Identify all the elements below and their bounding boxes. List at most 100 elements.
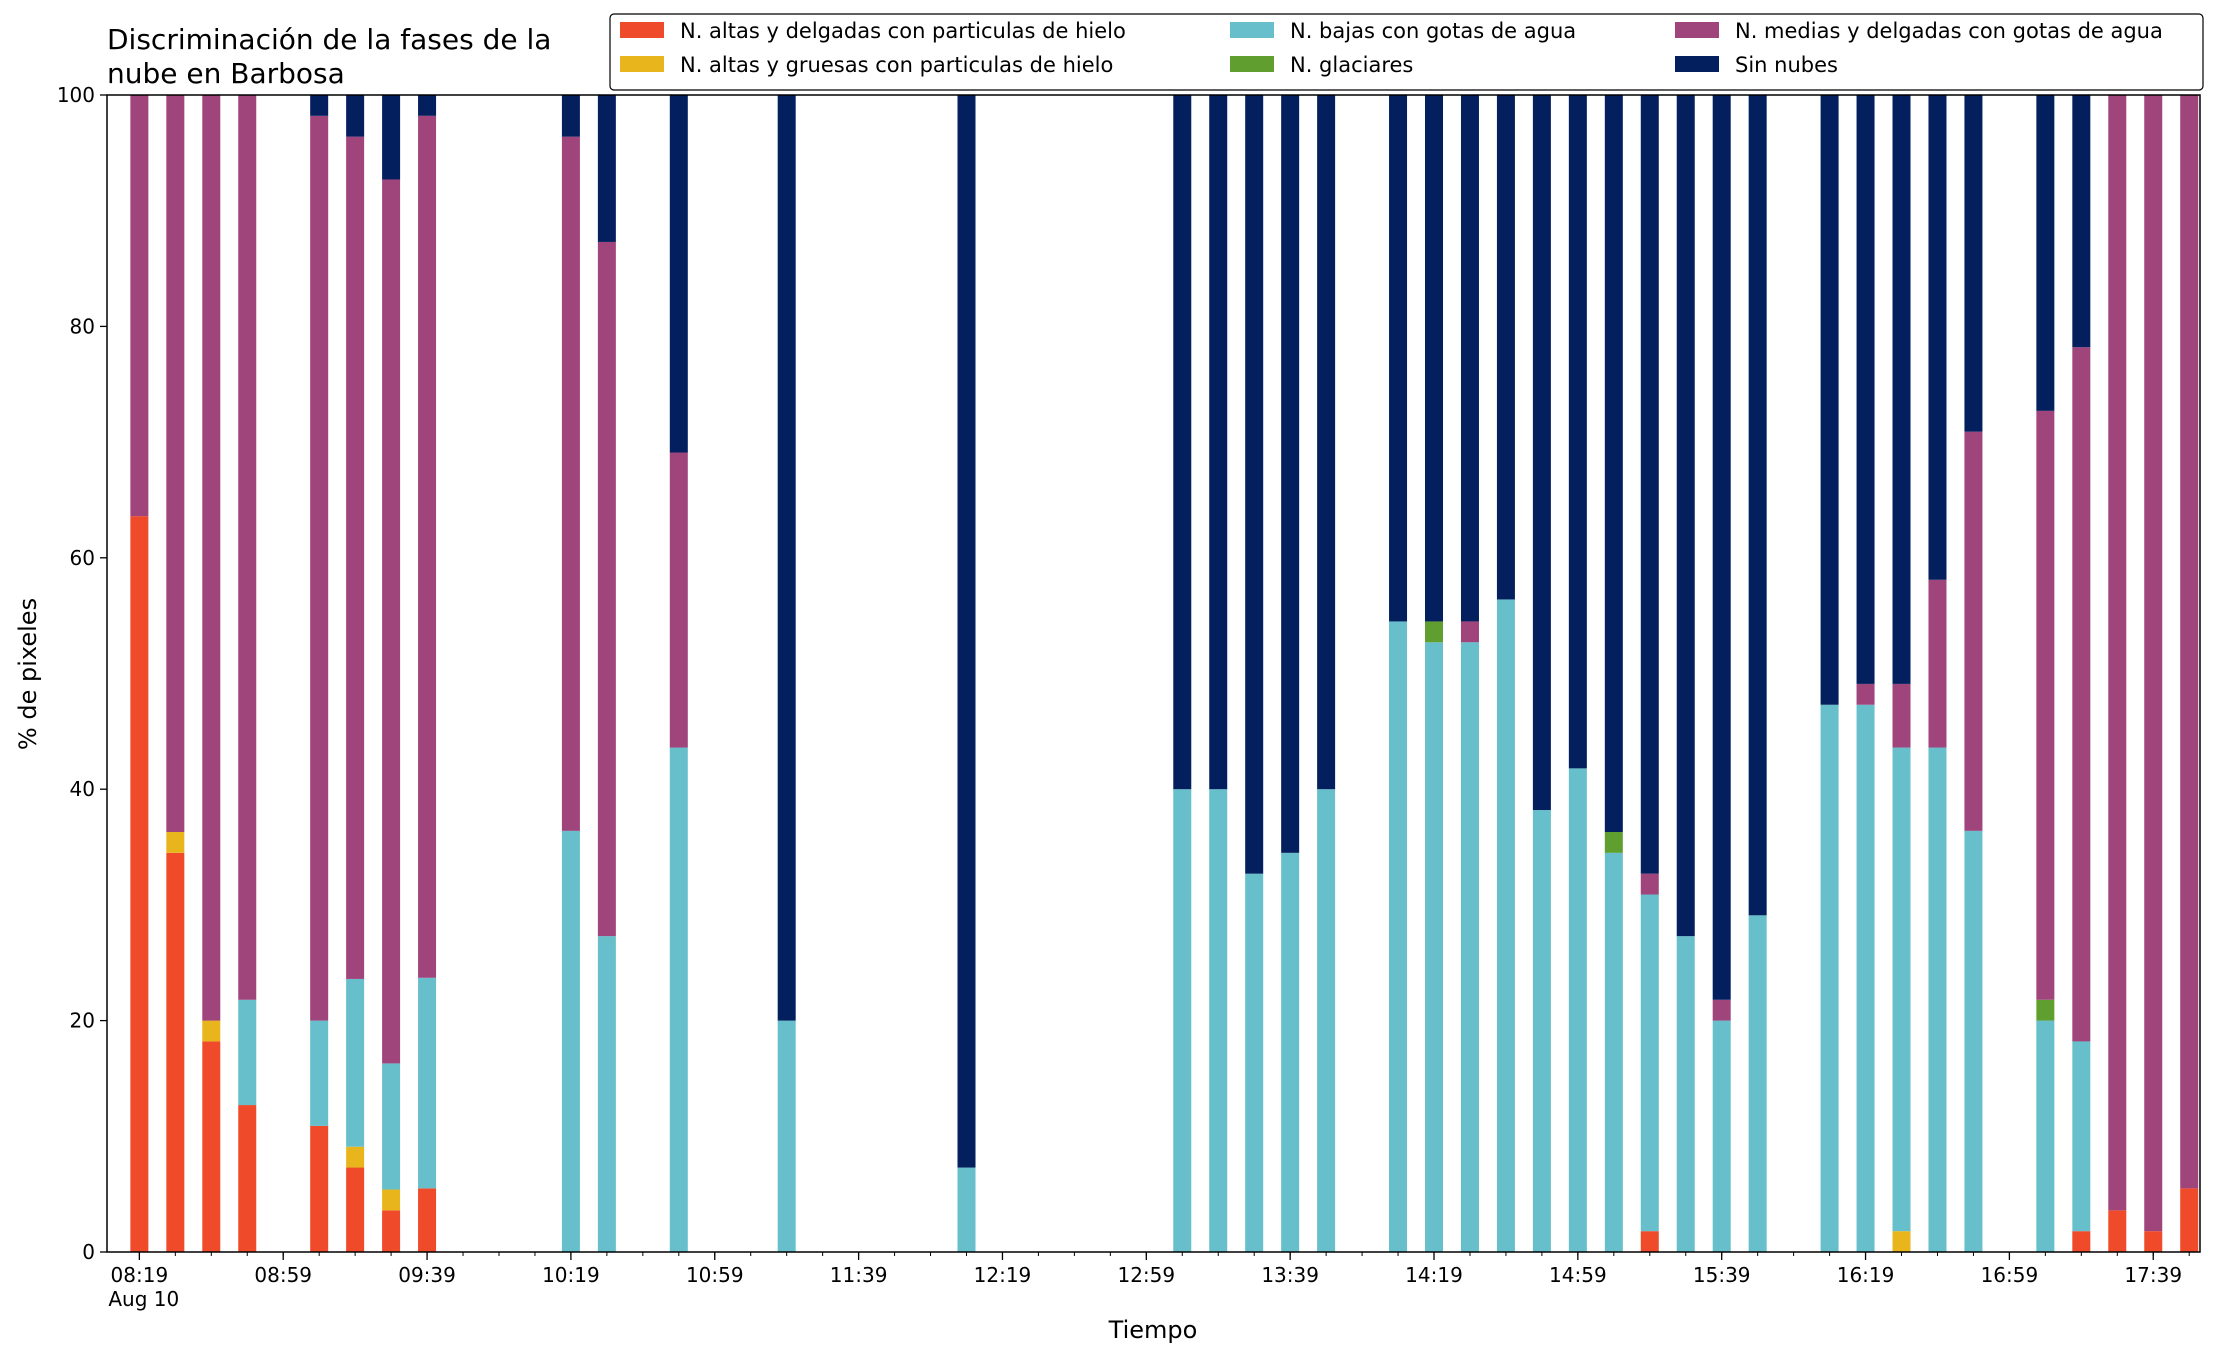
x-tick-label: 09:39	[398, 1263, 456, 1287]
bar-segment-clear	[2036, 95, 2055, 411]
x-tick-label: 15:39	[1693, 1263, 1751, 1287]
bar-segment-water_mid	[597, 241, 616, 937]
bar-segment-clear	[2072, 95, 2091, 348]
bar-segment-ice_thin	[238, 1105, 257, 1252]
x-tick-sublabel: Aug 10	[108, 1287, 179, 1311]
y-tick-label: 100	[57, 83, 95, 107]
bar-segment-water_mid	[561, 136, 580, 831]
legend-label-glacier: N. glaciares	[1290, 53, 1413, 77]
bar-segment-water_low	[1892, 747, 1911, 1232]
bar-segment-water_low	[1820, 704, 1839, 1252]
y-axis-label: % de pixeles	[14, 598, 42, 750]
bar-segment-clear	[1425, 95, 1444, 622]
bar-segment-water_low	[1856, 704, 1875, 1252]
bar-segment-ice_thin	[310, 1125, 329, 1252]
bar-segment-clear	[1389, 95, 1408, 622]
bar-segment-water_low	[1748, 915, 1767, 1252]
bar-segment-water_low	[1532, 810, 1551, 1252]
bar-segment-water_mid	[1928, 579, 1947, 748]
bar-segment-clear	[310, 95, 329, 116]
x-tick-label: 10:59	[686, 1263, 744, 1287]
bar-segment-clear	[1245, 95, 1264, 874]
bar-segment-ice_thin	[346, 1167, 365, 1252]
bar-segment-clear	[1856, 95, 1875, 684]
bar-segment-clear	[346, 95, 365, 137]
bar-segment-water_mid	[2108, 95, 2127, 1211]
bar-segment-ice_thin	[166, 852, 185, 1252]
bar-segment-water_low	[669, 747, 688, 1252]
bar-segment-water_low	[382, 1063, 401, 1190]
x-axis-label: Tiempo	[1108, 1316, 1198, 1344]
bar-segment-clear	[1928, 95, 1947, 580]
x-tick-label: 14:59	[1549, 1263, 1607, 1287]
bar-segment-water_low	[1928, 747, 1947, 1252]
bar-segment-water_mid	[2072, 347, 2091, 1042]
bar-segment-ice_thin	[1640, 1231, 1659, 1252]
bar-segment-ice_thin	[382, 1210, 401, 1252]
bar-segment-clear	[669, 95, 688, 453]
bar-segment-ice_thick	[1892, 1231, 1911, 1252]
legend-swatch-ice_thin	[620, 22, 664, 38]
bar-segment-ice_thin	[2108, 1210, 2127, 1252]
x-tick-label: 12:59	[1117, 1263, 1175, 1287]
bar-segment-water_low	[957, 1167, 976, 1252]
bar-segment-water_low	[418, 977, 437, 1189]
bar-segment-water_low	[1389, 621, 1408, 1252]
bar-segment-clear	[1604, 95, 1623, 833]
bar-segment-water_low	[1173, 789, 1192, 1252]
legend-swatch-ice_thick	[620, 56, 664, 72]
bar-segment-water_low	[1317, 789, 1336, 1252]
bar-segment-water_low	[2072, 1041, 2091, 1232]
x-tick-label: 16:19	[1837, 1263, 1895, 1287]
bar-segment-water_low	[2036, 1020, 2055, 1252]
bar-segment-water_low	[1281, 852, 1300, 1252]
bar-segment-clear	[1748, 95, 1767, 916]
bar-segment-water_low	[1425, 642, 1444, 1252]
bar-segment-water_mid	[418, 115, 437, 978]
bar-segment-clear	[561, 95, 580, 137]
bar-segment-clear	[1568, 95, 1587, 769]
legend-box	[609, 13, 2204, 91]
bar-segment-water_low	[1496, 599, 1515, 1252]
bar-segment-water_low	[1568, 768, 1587, 1252]
bar-segment-water_mid	[130, 95, 149, 517]
bar-segment-water_mid	[382, 179, 401, 1064]
bar-segment-water_mid	[1892, 683, 1911, 748]
bar-segment-ice_thick	[346, 1146, 365, 1168]
y-tick-label: 80	[70, 314, 95, 338]
bar-segment-clear	[1820, 95, 1839, 705]
legend-label-clear: Sin nubes	[1735, 53, 1838, 77]
bar-segment-water_low	[777, 1020, 796, 1252]
bar-segment-clear	[1676, 95, 1695, 937]
bar-segment-water_low	[597, 936, 616, 1252]
bar-segment-water_mid	[1964, 431, 1983, 831]
chart-title-line-2: nube en Barbosa	[107, 57, 345, 90]
bar-segment-ice_thick	[382, 1189, 401, 1211]
bar-segment-ice_thin	[202, 1041, 221, 1252]
x-tick-label: 10:19	[542, 1263, 600, 1287]
bar-segment-clear	[382, 95, 401, 180]
bar-segment-water_mid	[2180, 95, 2199, 1189]
bar-segment-glacier	[1604, 832, 1623, 853]
bar-segment-glacier	[2036, 999, 2055, 1021]
bar-segment-water_mid	[166, 95, 185, 833]
bar-segment-clear	[1532, 95, 1551, 811]
bar-segment-clear	[1964, 95, 1983, 432]
bar-segment-water_low	[1245, 873, 1264, 1252]
bar-segment-clear	[1460, 95, 1479, 622]
bar-segment-water_mid	[2144, 95, 2163, 1232]
bar-segment-water_low	[561, 830, 580, 1252]
legend-label-ice_thin: N. altas y delgadas con particulas de hi…	[680, 19, 1126, 43]
chart-legend: N. altas y delgadas con particulas de hi…	[609, 13, 2204, 91]
bar-segment-water_mid	[202, 95, 221, 1021]
bar-segment-clear	[1892, 95, 1911, 684]
legend-label-water_low: N. bajas con gotas de agua	[1290, 19, 1576, 43]
x-tick-label: 13:39	[1261, 1263, 1319, 1287]
bar-segment-clear	[957, 95, 976, 1168]
x-tick-label: 12:19	[974, 1263, 1032, 1287]
bar-segment-water_low	[310, 1020, 329, 1126]
bar-segment-ice_thin	[130, 516, 149, 1252]
bar-segment-water_mid	[1640, 873, 1659, 895]
